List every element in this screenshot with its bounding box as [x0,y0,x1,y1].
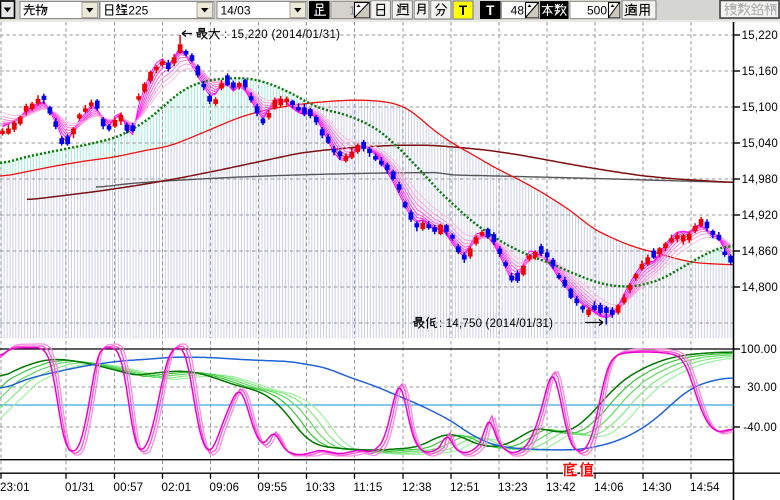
svg-text:1: 1 [349,4,356,18]
svg-text:02:01: 02:01 [162,482,192,494]
svg-text:14:30: 14:30 [642,482,672,494]
svg-text:225: 225 [128,4,148,18]
svg-text:14,980: 14,980 [742,174,778,186]
svg-text:00:57: 00:57 [114,482,144,494]
svg-text:13:23: 13:23 [498,482,528,494]
svg-text:T: T [459,3,468,18]
svg-text:12:51: 12:51 [450,482,480,494]
svg-text:: 14,750 (2014/01/31): : 14,750 (2014/01/31) [439,318,553,330]
svg-text:14,800: 14,800 [742,282,778,294]
svg-text:23:01: 23:01 [0,482,30,494]
svg-text:11:15: 11:15 [354,482,383,494]
svg-text:100.00: 100.00 [741,344,777,356]
svg-text:14:54: 14:54 [690,482,720,494]
svg-text:12:38: 12:38 [402,482,432,494]
svg-text:14:06: 14:06 [594,482,624,494]
svg-text:48: 48 [511,4,525,18]
svg-text:-40.00: -40.00 [743,422,777,434]
svg-text:09:55: 09:55 [258,482,288,494]
svg-text:: 15,220 (2014/01/31): : 15,220 (2014/01/31) [224,29,340,41]
svg-text:09:06: 09:06 [210,482,240,494]
svg-text:15,040: 15,040 [742,138,778,150]
svg-text:10:33: 10:33 [306,482,336,494]
svg-text:T: T [486,3,495,18]
svg-text:30.00: 30.00 [747,382,777,394]
svg-text:14,860: 14,860 [742,246,778,258]
svg-text:01/31: 01/31 [65,482,95,494]
svg-text:15,220: 15,220 [742,30,778,42]
svg-text:15,160: 15,160 [742,66,778,78]
svg-text:500: 500 [587,4,607,18]
svg-text:15,100: 15,100 [742,102,778,114]
svg-text:13:42: 13:42 [546,482,576,494]
svg-text:14,920: 14,920 [742,210,778,222]
svg-text:14/03: 14/03 [221,4,251,18]
